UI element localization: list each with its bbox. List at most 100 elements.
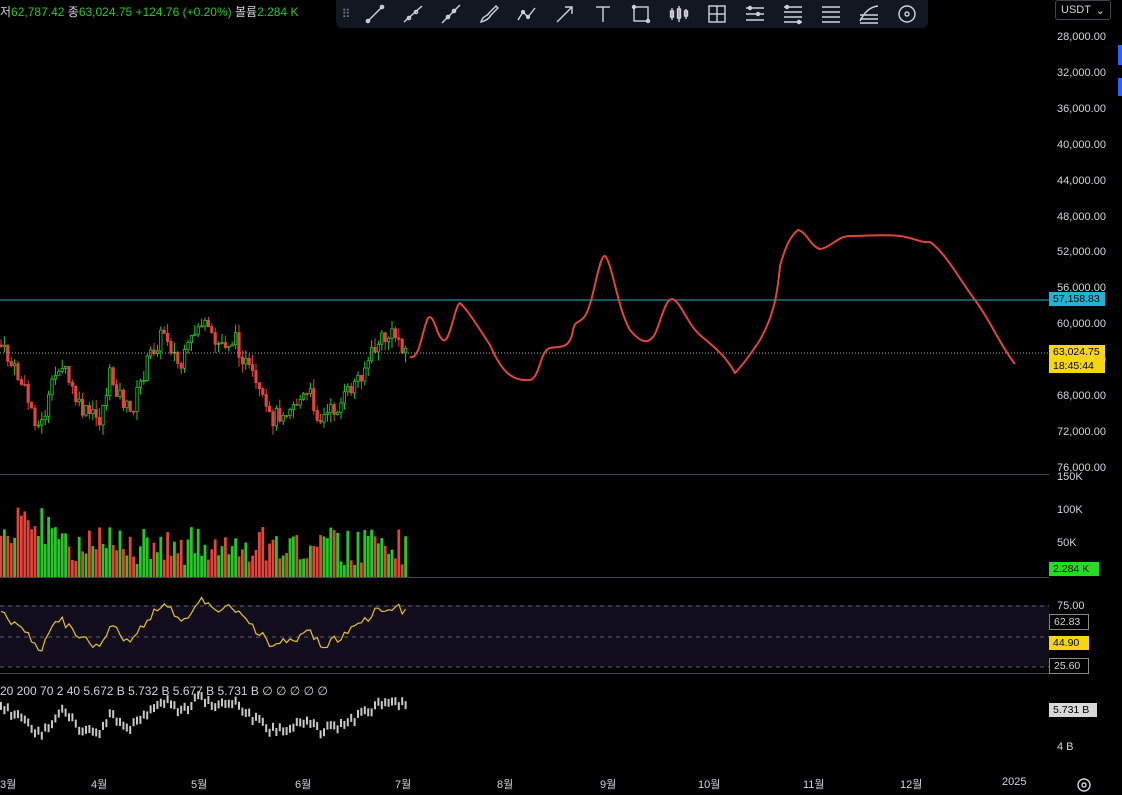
candle-body <box>240 356 244 365</box>
candle-body <box>165 332 170 342</box>
volume-bar <box>179 539 183 577</box>
price-tick: 36,000.00 <box>1057 102 1106 115</box>
candle-body <box>356 375 360 382</box>
oi-bar <box>282 727 285 736</box>
price-range-tool-icon[interactable] <box>774 0 812 28</box>
oi-bar <box>170 700 172 709</box>
volume-bar <box>207 559 210 577</box>
time-label: 8월 <box>497 779 514 791</box>
arrow-tool-icon[interactable] <box>546 0 584 28</box>
circle-tool-icon[interactable] <box>888 0 926 28</box>
volume-bar <box>302 558 305 577</box>
oi-bar <box>159 698 162 707</box>
date-range-tool-icon[interactable] <box>736 0 774 28</box>
price-tick: 72,000.00 <box>1057 425 1106 438</box>
oi-bar <box>367 708 370 717</box>
oi-bar <box>329 721 332 730</box>
bars-pattern-tool-icon[interactable] <box>660 0 698 28</box>
path-tool-icon[interactable] <box>508 0 546 28</box>
volume-bar <box>390 549 394 577</box>
candle-body <box>36 424 41 427</box>
candle-body <box>12 363 17 367</box>
volume-bar <box>71 559 74 577</box>
volume-bar <box>339 561 343 577</box>
brush-tool-icon[interactable] <box>470 0 508 28</box>
oi-bar <box>180 705 183 714</box>
candle-body <box>366 360 370 369</box>
oi-bar <box>251 716 254 725</box>
candle-body <box>101 405 105 426</box>
oi-bar <box>81 727 84 736</box>
volume-bar <box>37 536 40 577</box>
oi-bar <box>61 704 64 713</box>
oi-bar <box>146 711 149 720</box>
rsi-value-tag: 44.90 <box>1049 636 1089 650</box>
oi-bar <box>85 725 87 734</box>
price-tick: 32,000.00 <box>1057 66 1106 79</box>
text-tool-icon[interactable] <box>584 0 622 28</box>
candle-body <box>233 332 238 346</box>
oi-bar <box>71 713 74 722</box>
open-interest-bars <box>0 691 407 740</box>
rsi-upper-tick: 75.00 <box>1057 600 1085 612</box>
volume-bar <box>346 530 350 577</box>
candle-body <box>162 329 166 334</box>
candle-body <box>257 382 262 390</box>
candle-body <box>247 357 251 365</box>
ray-tool-icon[interactable] <box>394 0 432 28</box>
settings-gear-icon[interactable] <box>1075 776 1093 794</box>
candle-body <box>29 401 34 409</box>
currency-select[interactable]: USDT ⌄ <box>1055 0 1111 20</box>
fib-levels-tool-icon[interactable] <box>812 0 850 28</box>
oi-bar <box>210 701 213 710</box>
volume-bar <box>176 553 180 577</box>
volume-bar <box>60 533 64 577</box>
oi-bar <box>380 701 383 710</box>
chart-canvas[interactable] <box>0 0 1049 795</box>
oi-bar <box>78 726 81 735</box>
candle-body <box>325 412 330 415</box>
price-tick: 48,000.00 <box>1057 210 1106 223</box>
oi-bar <box>340 719 342 728</box>
fib-channel-tool-icon[interactable] <box>850 0 888 28</box>
volume-bar <box>326 538 329 577</box>
extended-line-tool-icon[interactable] <box>432 0 470 28</box>
oi-bar <box>190 702 193 711</box>
candle-body <box>155 350 159 354</box>
volume-bar <box>132 556 135 577</box>
price-scale[interactable]: 28,000.00 32,000.00 36,000.00 40,000.00 44,0… <box>1049 0 1122 795</box>
long-position-tool-icon[interactable] <box>698 0 736 28</box>
rectangle-tool-icon[interactable] <box>622 0 660 28</box>
volume-bar <box>244 542 248 577</box>
oi-bar <box>238 701 240 710</box>
volume-bar <box>353 564 356 577</box>
oi-bar <box>268 728 271 737</box>
oi-bar <box>312 719 315 728</box>
oi-bar <box>156 700 159 709</box>
low-label: 저 <box>0 5 12 19</box>
candle-body <box>278 408 282 422</box>
volume-bar <box>281 555 285 577</box>
candle-body <box>53 374 58 380</box>
oi-bar <box>173 701 176 710</box>
volume-bar <box>217 555 220 577</box>
time-label: 10월 <box>698 779 721 791</box>
candle-body <box>193 333 197 336</box>
candle-body <box>318 419 323 423</box>
oi-bar <box>98 730 101 739</box>
toolbar-grip-icon[interactable]: ⠿ <box>341 7 351 21</box>
volume-bar <box>305 558 309 577</box>
trend-line-tool-icon[interactable] <box>356 0 394 28</box>
candle-body <box>128 400 132 412</box>
drawing-toolbar: ⠿ <box>336 0 928 28</box>
candle-body <box>60 367 64 372</box>
candle-body <box>329 404 333 413</box>
volume-bar <box>9 543 13 577</box>
volume-bar <box>292 536 295 577</box>
volume-bar <box>50 528 54 577</box>
candle-body <box>9 361 13 367</box>
volume-bar <box>288 538 292 577</box>
candle-body <box>305 393 309 395</box>
close-label: 종 <box>67 5 79 19</box>
candle-body <box>237 332 241 358</box>
